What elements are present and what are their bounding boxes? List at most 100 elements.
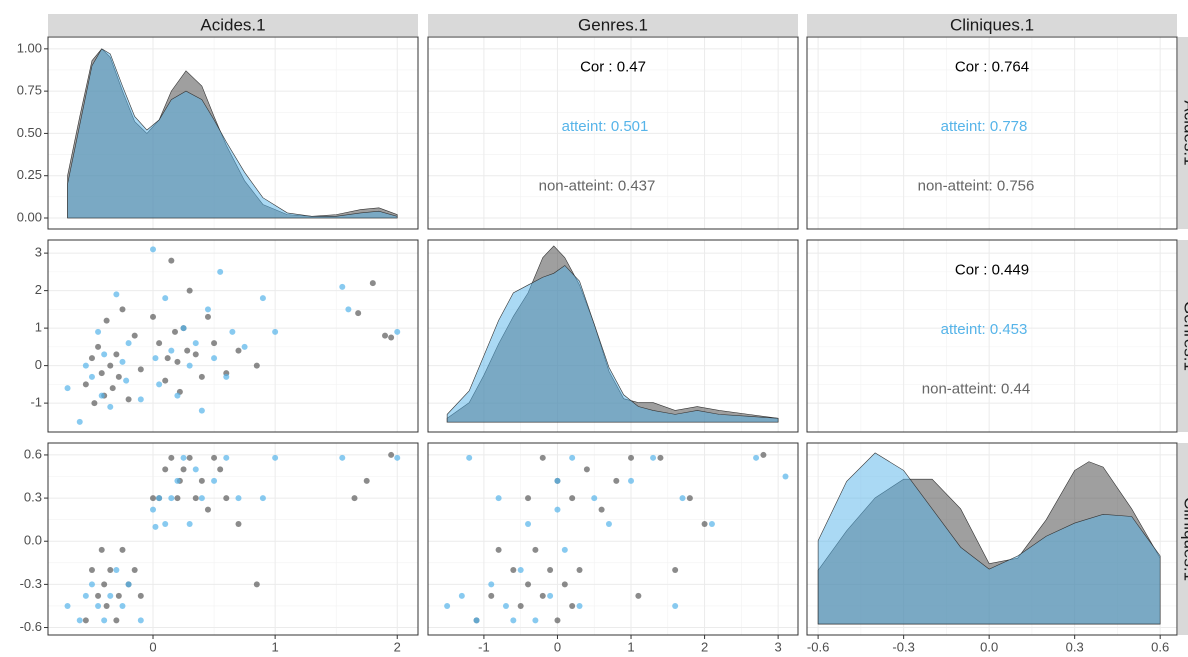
x-tick-label: 0.3 [1066,639,1084,654]
scatter-point [369,280,376,287]
scatter-point [168,347,175,354]
scatter-point [388,334,395,341]
scatter-point [150,313,157,320]
scatter-point [204,306,211,313]
panel-background [48,443,418,635]
scatter-point [510,617,517,624]
scatter-point [217,268,224,275]
scatter-point [174,477,181,484]
scatter-point [569,454,576,461]
scatter-point [554,477,561,484]
x-tick-label: -0.6 [807,639,829,654]
correlation-label: non-atteint: 0.756 [918,178,1035,195]
scatter-point [576,602,583,609]
scatter-point [198,407,205,414]
scatter-point [192,351,199,358]
scatter-point [168,257,175,264]
scatter-point [613,477,620,484]
scatter-point [583,466,590,473]
panel-border [427,239,799,433]
scatter-point [394,454,401,461]
scatter-point [64,385,71,392]
row-strip [1178,443,1188,635]
panel-border [47,239,419,433]
correlation-label: non-atteint: 0.437 [539,178,656,195]
x-tick-label: 1 [272,639,279,654]
scatter-point [628,454,635,461]
scatter-point [180,466,187,473]
scatter-point [272,454,279,461]
scatter-point [339,283,346,290]
scatter-point [137,366,144,373]
scatter-point [554,617,561,624]
x-tick-label: -0.3 [892,639,914,654]
scatter-point [131,332,138,339]
scatter-point [198,495,205,502]
scatter-point [171,328,178,335]
scatter-point [473,617,480,624]
y-tick-label: -0.6 [20,619,42,634]
scatter-point [98,392,105,399]
scatter-point [137,396,144,403]
y-tick-label: 0.6 [24,446,42,461]
x-tick-label: 2 [701,639,708,654]
scatter-point [235,520,242,527]
scatter-point [495,495,502,502]
row-strip-label: Acides.1 [1181,100,1188,165]
scatter-point [152,523,159,530]
scatter-point [107,566,114,573]
scatter-point [174,392,181,399]
x-tick-label: 0 [554,639,561,654]
scatter-point [495,546,502,553]
scatter-point [223,454,230,461]
x-tick-label: 1 [627,639,634,654]
scatter-point [229,328,236,335]
scatter-point [162,466,169,473]
panel-border [427,442,799,636]
scatter-point [561,546,568,553]
correlation-label: atteint: 0.453 [941,321,1028,338]
scatter-point [156,381,163,388]
y-tick-label: 0.00 [17,209,42,224]
scatter-point [686,495,693,502]
scatter-point [82,617,89,624]
column-strip [428,14,798,36]
y-tick-label: 0.50 [17,125,42,140]
scatter-point [123,377,130,384]
scatter-point [211,454,218,461]
correlation-label: non-atteint: 0.44 [922,381,1030,398]
scatter-point [186,287,193,294]
scatter-point [211,355,218,362]
y-tick-label: 0.75 [17,83,42,98]
scatter-point [125,396,132,403]
scatter-point [198,477,205,484]
y-tick-label: 0.0 [24,533,42,548]
scatter-point [253,581,260,588]
scatter-point [186,454,193,461]
correlation-label: Cor : 0.764 [955,59,1029,76]
scatter-point [119,306,126,313]
scatter-point [217,466,224,473]
scatter-point [204,506,211,513]
scatter-point [679,495,686,502]
scatter-point [502,602,509,609]
scatter-point [168,495,175,502]
scatter-point [150,495,157,502]
scatter-point [91,400,98,407]
scatter-point [82,381,89,388]
scatter-point [235,495,242,502]
density-area [446,265,779,423]
scatter-point [355,310,362,317]
panel-border [806,442,1178,636]
scatter-point [708,520,715,527]
scatter-point [150,506,157,513]
scatter-point [180,325,187,332]
scatter-point [162,377,169,384]
scatter-point [95,328,102,335]
y-tick-label: 0 [35,357,42,372]
scatter-point [64,602,71,609]
scatter-point [591,495,598,502]
scatter-point [113,291,120,298]
scatter-point [241,343,248,350]
